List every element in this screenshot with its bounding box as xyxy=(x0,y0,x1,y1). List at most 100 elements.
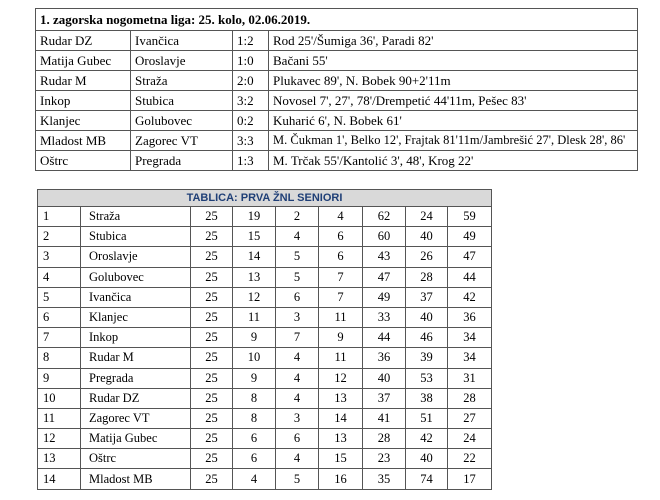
played: 25 xyxy=(190,468,233,490)
rank: 8 xyxy=(37,347,81,369)
wins: 8 xyxy=(232,407,276,430)
wins: 6 xyxy=(232,428,276,450)
played: 25 xyxy=(190,266,233,288)
away-team: Ivančica xyxy=(130,30,233,51)
points: 49 xyxy=(447,226,492,248)
team: Mladost MB xyxy=(80,468,191,490)
standing-row: 12 Matija Gubec 25 6 6 13 28 42 24 xyxy=(37,428,492,450)
score: 1:0 xyxy=(232,50,269,71)
played: 25 xyxy=(190,226,233,248)
team: Inkop xyxy=(80,327,191,349)
goals-against: 40 xyxy=(405,306,448,329)
goals-for: 35 xyxy=(362,468,406,490)
standings-title: TABLICA: PRVA ŽNL SENIORI xyxy=(37,189,492,207)
standing-row: 7 Inkop 25 9 7 9 44 46 34 xyxy=(37,327,492,349)
losses: 13 xyxy=(318,387,363,409)
standing-row: 9 Pregrada 25 9 4 12 40 53 31 xyxy=(37,367,492,389)
goals-for: 62 xyxy=(362,205,406,228)
away-team: Golubovec xyxy=(130,110,233,131)
match-row: Rudar M Straža 2:0 Plukavec 89', N. Bobek 9… xyxy=(35,70,638,91)
losses: 9 xyxy=(318,327,363,349)
rank: 12 xyxy=(37,428,81,450)
rank: 7 xyxy=(37,327,81,349)
rank: 13 xyxy=(37,448,81,470)
goals-against: 26 xyxy=(405,246,448,268)
scorers: Plukavec 89', N. Bobek 90+2'11m xyxy=(268,70,638,91)
played: 25 xyxy=(190,306,233,329)
standing-row: 13 Oštrc 25 6 4 15 23 40 22 xyxy=(37,448,492,470)
goals-for: 47 xyxy=(362,266,406,288)
draws: 5 xyxy=(275,266,319,288)
score: 0:2 xyxy=(232,110,269,131)
losses: 14 xyxy=(318,407,363,430)
team: Matija Gubec xyxy=(80,428,191,450)
away-team: Straža xyxy=(130,70,233,91)
draws: 4 xyxy=(275,226,319,248)
draws: 3 xyxy=(275,407,319,430)
wins: 14 xyxy=(232,246,276,268)
rank: 11 xyxy=(37,407,81,430)
results-title: 1. zagorska nogometna liga: 25. kolo, 02… xyxy=(35,8,638,31)
points: 31 xyxy=(447,367,492,389)
rank: 3 xyxy=(37,246,81,268)
wins: 10 xyxy=(232,347,276,369)
home-team: Rudar DZ xyxy=(35,30,131,51)
rank: 4 xyxy=(37,266,81,288)
rank: 2 xyxy=(37,226,81,248)
home-team: Klanjec xyxy=(35,110,131,131)
draws: 6 xyxy=(275,428,319,450)
team: Klanjec xyxy=(80,306,191,329)
team: Zagorec VT xyxy=(80,407,191,430)
team: Straža xyxy=(80,205,191,228)
points: 17 xyxy=(447,468,492,490)
goals-against: 40 xyxy=(405,448,448,470)
rank: 5 xyxy=(37,286,81,308)
goals-against: 74 xyxy=(405,468,448,490)
draws: 5 xyxy=(275,246,319,268)
match-row: Mladost MB Zagorec VT 3:3 M. Čukman 1', Bel… xyxy=(35,130,638,151)
goals-for: 23 xyxy=(362,448,406,470)
header-row: 1. zagorska nogometna liga: 25. kolo, 02… xyxy=(35,8,638,31)
wins: 4 xyxy=(232,468,276,490)
header-row: TABLICA: PRVA ŽNL SENIORI xyxy=(37,189,492,207)
score: 3:3 xyxy=(232,130,269,151)
team: Rudar DZ xyxy=(80,387,191,409)
goals-for: 44 xyxy=(362,327,406,349)
standing-row: 5 Ivančica 25 12 6 7 49 37 42 xyxy=(37,286,492,308)
team: Stubica xyxy=(80,226,191,248)
rank: 6 xyxy=(37,306,81,329)
standings-table: TABLICA: PRVA ŽNL SENIORI 1 Straža 25 19 2 4 6… xyxy=(37,189,492,490)
goals-for: 41 xyxy=(362,407,406,430)
scorers: Bačani 55' xyxy=(268,50,638,71)
scorers: Novosel 7', 27', 78'/Drempetić 44'11m, P… xyxy=(268,90,638,111)
losses: 11 xyxy=(318,347,363,369)
points: 36 xyxy=(447,306,492,329)
standing-row: 2 Stubica 25 15 4 6 60 40 49 xyxy=(37,226,492,248)
scorers: Kuharić 6', N. Bobek 61' xyxy=(268,110,638,131)
standing-row: 11 Zagorec VT 25 8 3 14 41 51 27 xyxy=(37,407,492,430)
standing-row: 8 Rudar M 25 10 4 11 36 39 34 xyxy=(37,347,492,369)
points: 59 xyxy=(447,205,492,228)
home-team: Mladost MB xyxy=(35,130,131,151)
score: 1:3 xyxy=(232,150,269,171)
away-team: Oroslavje xyxy=(130,50,233,71)
losses: 15 xyxy=(318,448,363,470)
standing-row: 14 Mladost MB 25 4 5 16 35 74 17 xyxy=(37,468,492,490)
goals-against: 38 xyxy=(405,387,448,409)
scorers: Rod 25'/Šumiga 36', Paradi 82' xyxy=(268,30,638,51)
points: 27 xyxy=(447,407,492,430)
standing-row: 3 Oroslavje 25 14 5 6 43 26 47 xyxy=(37,246,492,268)
draws: 7 xyxy=(275,327,319,349)
away-team: Pregrada xyxy=(130,150,233,171)
standing-row: 10 Rudar DZ 25 8 4 13 37 38 28 xyxy=(37,387,492,409)
home-team: Oštrc xyxy=(35,150,131,171)
losses: 13 xyxy=(318,428,363,450)
away-team: Zagorec VT xyxy=(130,130,233,151)
team: Rudar M xyxy=(80,347,191,369)
wins: 12 xyxy=(232,286,276,308)
played: 25 xyxy=(190,286,233,308)
goals-for: 37 xyxy=(362,387,406,409)
draws: 2 xyxy=(275,205,319,228)
match-row: Rudar DZ Ivančica 1:2 Rod 25'/Šumiga 36', P… xyxy=(35,30,638,51)
